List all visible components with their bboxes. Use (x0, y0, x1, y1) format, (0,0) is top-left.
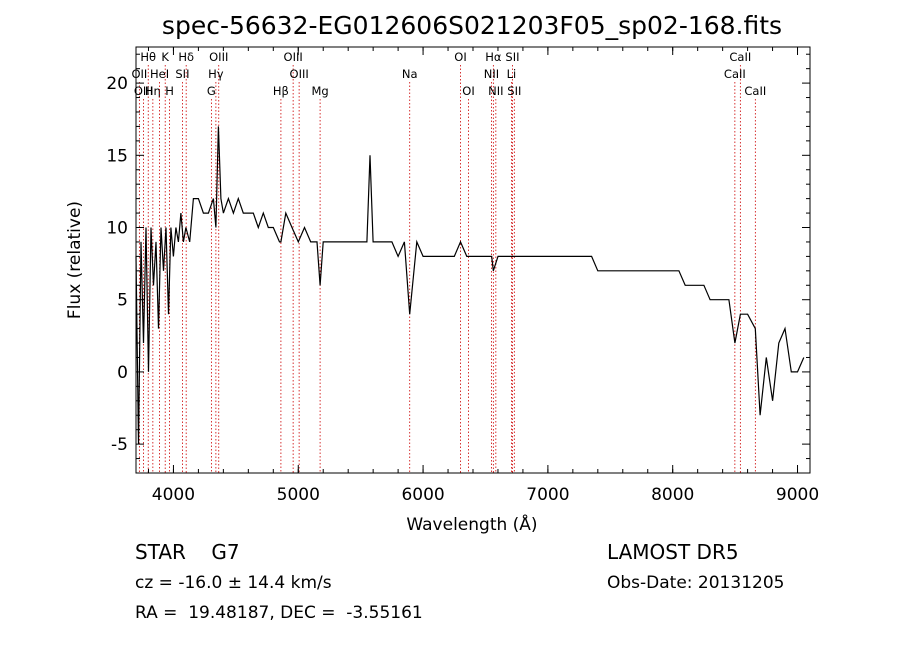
line-label-8: SII (175, 67, 189, 81)
line-label-27: CaII (744, 84, 766, 98)
line-label-16: Na (402, 67, 418, 81)
y-tick-label-5: 20 (106, 74, 128, 94)
x-tick-label-0: 4000 (152, 485, 195, 505)
survey-label: LAMOST DR5 (607, 540, 739, 564)
line-label-19: Hα (485, 50, 502, 64)
x-tick-label-5: 9000 (776, 485, 819, 505)
y-tick-label-2: 5 (117, 291, 128, 311)
redshift-cz-label: cz = -16.0 ± 14.4 km/s (135, 573, 332, 593)
axes: 4000 5000 6000 7000 8000 9000 -5 0 5 10 15 20 (106, 47, 819, 505)
line-label-20: NII (484, 67, 499, 81)
line-label-3: Hη (145, 84, 161, 98)
line-label-0: Hθ (140, 50, 156, 64)
line-label-26: CaII (724, 67, 746, 81)
line-label-4: K (161, 50, 169, 64)
line-label-7: Hδ (178, 50, 194, 64)
line-label-17: OI (454, 50, 466, 64)
y-tick-label-1: 0 (117, 363, 128, 383)
line-label-21: NII (488, 84, 503, 98)
line-label-13: OIII (290, 67, 309, 81)
line-label-23: Li (507, 67, 517, 81)
line-label-25: CaII (729, 50, 751, 64)
line-label-10: Hγ (208, 67, 224, 81)
x-axis-label: Wavelength (Å) (406, 513, 537, 535)
line-label-24: SII (507, 84, 521, 98)
x-tick-label-4: 8000 (651, 485, 694, 505)
line-label-18: OI (462, 84, 474, 98)
y-axis-label: Flux (relative) (65, 201, 85, 319)
y-tick-label-4: 15 (106, 146, 128, 166)
line-label-15: Mg (311, 84, 328, 98)
line-label-22: SII (505, 50, 519, 64)
plot-frame (135, 46, 811, 474)
object-class-label: STAR G7 (135, 540, 240, 564)
chart-title: spec-56632-EG012606S021203F05_sp02-168.f… (162, 11, 782, 40)
y-tick-label-0: -5 (111, 435, 128, 455)
ra-dec-label: RA = 19.48187, DEC = -3.55161 (135, 603, 423, 623)
line-label-6: H (165, 84, 174, 98)
line-label-5: HeI (150, 67, 169, 81)
spectrum-series-line (135, 126, 805, 445)
line-label-2: OIII (134, 84, 153, 98)
line-label-14: Hβ (273, 84, 289, 98)
y-tick-label-3: 10 (106, 219, 128, 239)
line-label-11: G (207, 84, 216, 98)
x-tick-label-1: 5000 (277, 485, 320, 505)
line-label-1: OII (131, 67, 147, 81)
line-label-9: OIII (209, 50, 228, 64)
x-tick-label-2: 6000 (401, 485, 444, 505)
obs-date-label: Obs-Date: 20131205 (607, 573, 785, 593)
line-label-12: OIII (284, 50, 303, 64)
x-tick-label-3: 7000 (526, 485, 569, 505)
